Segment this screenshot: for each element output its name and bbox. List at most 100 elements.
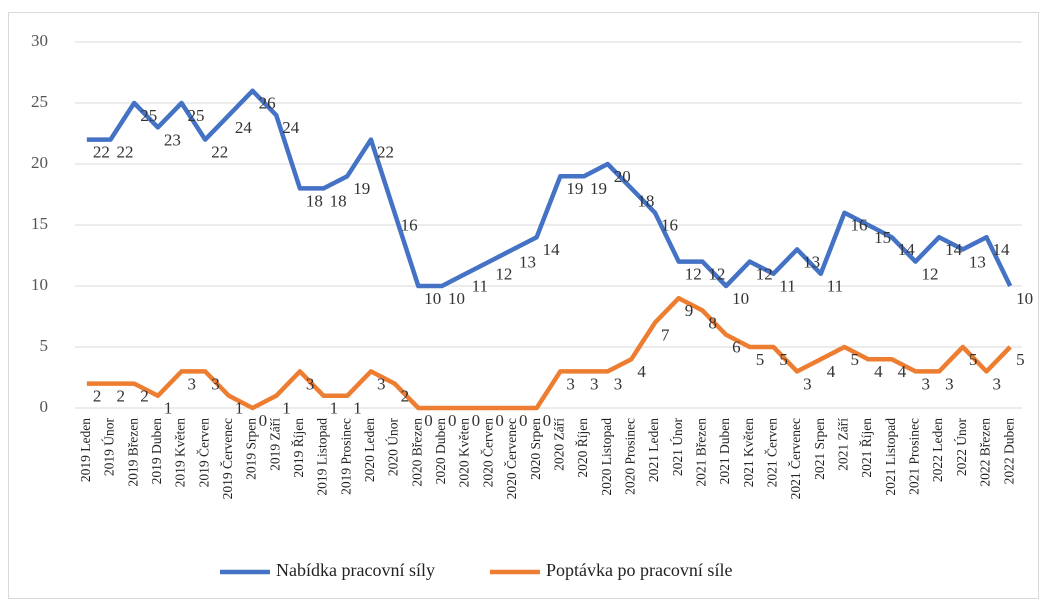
data-label: 18 <box>330 191 347 210</box>
data-label: 0 <box>472 411 481 430</box>
x-tick-label: 2021 Září <box>836 418 851 471</box>
chart-border <box>8 12 1039 599</box>
data-label: 10 <box>424 289 441 308</box>
x-tick-label: 2020 Duben <box>433 418 448 485</box>
data-label: 10 <box>448 289 465 308</box>
data-label: 26 <box>259 94 276 113</box>
data-label: 3 <box>614 374 623 393</box>
data-label: 5 <box>850 350 859 369</box>
data-label: 20 <box>614 167 631 186</box>
x-tick-label: 2020 Květen <box>457 418 472 488</box>
data-label: 24 <box>282 118 300 137</box>
data-label: 14 <box>945 240 963 259</box>
data-label: 14 <box>543 240 561 259</box>
x-tick-label: 2020 Březen <box>409 418 424 487</box>
data-label: 3 <box>921 374 930 393</box>
data-label: 24 <box>235 118 253 137</box>
data-label: 13 <box>803 252 820 271</box>
x-tick-label: 2020 Leden <box>362 418 377 482</box>
data-label: 0 <box>424 411 433 430</box>
data-label: 3 <box>211 374 220 393</box>
data-label: 14 <box>992 240 1010 259</box>
data-label: 3 <box>945 374 954 393</box>
data-label: 12 <box>921 265 938 284</box>
data-label: 11 <box>827 277 843 296</box>
data-label: 12 <box>708 265 725 284</box>
data-label: 3 <box>992 374 1001 393</box>
data-label: 19 <box>353 179 370 198</box>
data-label: 25 <box>140 106 157 125</box>
data-label: 2 <box>140 387 149 406</box>
data-label: 0 <box>543 411 552 430</box>
data-label: 1 <box>164 399 173 418</box>
data-label: 16 <box>661 216 678 235</box>
data-label: 1 <box>235 399 244 418</box>
x-tick-label: 2019 Červenec <box>220 418 235 499</box>
x-tick-label: 2019 Únor <box>102 418 117 477</box>
data-label: 12 <box>495 265 512 284</box>
x-tick-label: 2019 Květen <box>173 418 188 488</box>
x-tick-label: 2019 Říjen <box>291 418 306 478</box>
data-label: 5 <box>1016 350 1025 369</box>
x-tick-label: 2021 Duben <box>717 418 732 485</box>
data-label: 4 <box>827 362 836 381</box>
data-label: 10 <box>1016 289 1033 308</box>
x-tick-label: 2022 Duben <box>1001 418 1016 485</box>
data-label: 11 <box>779 277 795 296</box>
y-tick-label: 0 <box>40 397 49 416</box>
data-label: 11 <box>472 277 488 296</box>
data-label: 12 <box>685 265 702 284</box>
data-label: 0 <box>448 411 457 430</box>
data-label: 1 <box>282 399 291 418</box>
x-tick-label: 2022 Únor <box>954 418 969 477</box>
x-tick-label: 2020 Červen <box>480 418 495 488</box>
x-tick-label: 2019 Září <box>267 418 282 471</box>
data-label: 14 <box>898 240 916 259</box>
data-label: 3 <box>306 374 315 393</box>
x-tick-label: 2019 Srpen <box>244 418 259 480</box>
data-label: 2 <box>93 387 102 406</box>
data-label: 3 <box>590 374 599 393</box>
data-label: 22 <box>117 143 134 162</box>
data-label: 2 <box>401 387 410 406</box>
y-tick-label: 5 <box>40 336 49 355</box>
y-tick-label: 15 <box>31 214 48 233</box>
data-label: 2 <box>117 387 126 406</box>
data-label: 13 <box>969 252 986 271</box>
x-tick-label: 2020 Listopad <box>599 418 614 496</box>
x-tick-label: 2021 Březen <box>693 418 708 487</box>
legend-label: Poptávka po pracovní síle <box>546 560 732 580</box>
data-label: 18 <box>637 191 654 210</box>
data-label: 22 <box>211 143 228 162</box>
data-label: 16 <box>850 216 867 235</box>
data-label: 19 <box>590 179 607 198</box>
x-tick-label: 2019 Březen <box>125 418 140 487</box>
data-label: 0 <box>495 411 504 430</box>
data-label: 4 <box>874 362 883 381</box>
data-label: 16 <box>401 216 418 235</box>
x-tick-label: 2020 Červenec <box>504 418 519 499</box>
data-label: 23 <box>164 130 181 149</box>
data-label: 22 <box>93 143 110 162</box>
data-label: 3 <box>377 374 386 393</box>
x-tick-label: 2022 Březen <box>978 418 993 487</box>
series-line <box>86 88 1013 289</box>
x-tick-label: 2021 Červenec <box>788 418 803 499</box>
data-label: 10 <box>732 289 749 308</box>
data-label: 7 <box>661 326 670 345</box>
x-tick-label: 2021 Listopad <box>883 418 898 496</box>
data-label: 5 <box>969 350 978 369</box>
data-label: 8 <box>708 313 717 332</box>
x-tick-label: 2021 Červen <box>765 418 780 488</box>
data-label: 0 <box>519 411 528 430</box>
data-label: 4 <box>898 362 907 381</box>
data-label: 0 <box>259 411 268 430</box>
y-tick-label: 25 <box>31 92 48 111</box>
data-label: 1 <box>353 399 362 418</box>
data-label: 6 <box>732 338 741 357</box>
data-label: 13 <box>519 252 536 271</box>
data-label: 3 <box>188 374 197 393</box>
data-label: 18 <box>306 191 323 210</box>
x-tick-label: 2021 Srpen <box>812 418 827 480</box>
data-label: 25 <box>188 106 205 125</box>
